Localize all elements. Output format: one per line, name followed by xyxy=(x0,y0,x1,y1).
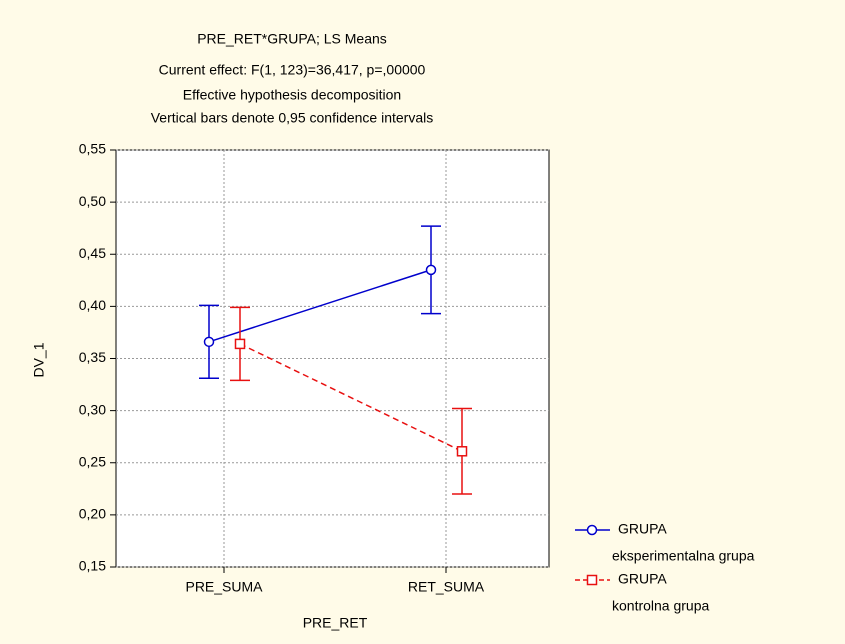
x-axis-label: PRE_RET xyxy=(303,615,368,631)
series-line xyxy=(239,343,463,452)
legend-marker xyxy=(586,524,598,536)
y-axis-label: DV_1 xyxy=(31,342,47,377)
subtitle: Current effect: F(1, 123)=36,417, p=,000… xyxy=(159,62,426,78)
y-tick-label: 0,25 xyxy=(79,453,106,469)
subtitle: Vertical bars denote 0,95 confidence int… xyxy=(151,110,434,126)
legend-label: eksperimentalna grupa xyxy=(612,548,755,564)
subtitle: Effective hypothesis decomposition xyxy=(183,87,401,103)
y-tick-label: 0,40 xyxy=(79,297,106,313)
y-tick-label: 0,50 xyxy=(79,193,106,209)
legend-label: GRUPA xyxy=(618,571,667,587)
legend-marker xyxy=(586,574,598,586)
legend-label: kontrolna grupa xyxy=(612,598,710,614)
y-tick-label: 0,20 xyxy=(79,506,106,522)
y-tick-label: 0,35 xyxy=(79,349,106,365)
series-line xyxy=(208,269,432,343)
y-tick-label: 0,30 xyxy=(79,401,106,417)
marker xyxy=(234,338,246,350)
y-tick-label: 0,55 xyxy=(79,141,106,157)
marker xyxy=(425,264,437,276)
y-tick-label: 0,45 xyxy=(79,245,106,261)
marker xyxy=(203,336,215,348)
x-tick-label: PRE_SUMA xyxy=(185,579,263,595)
y-tick-label: 0,15 xyxy=(79,558,106,574)
x-tick-label: RET_SUMA xyxy=(408,579,485,595)
legend-label: GRUPA xyxy=(618,521,667,537)
chart-title: PRE_RET*GRUPA; LS Means xyxy=(197,31,387,47)
marker xyxy=(456,446,468,457)
